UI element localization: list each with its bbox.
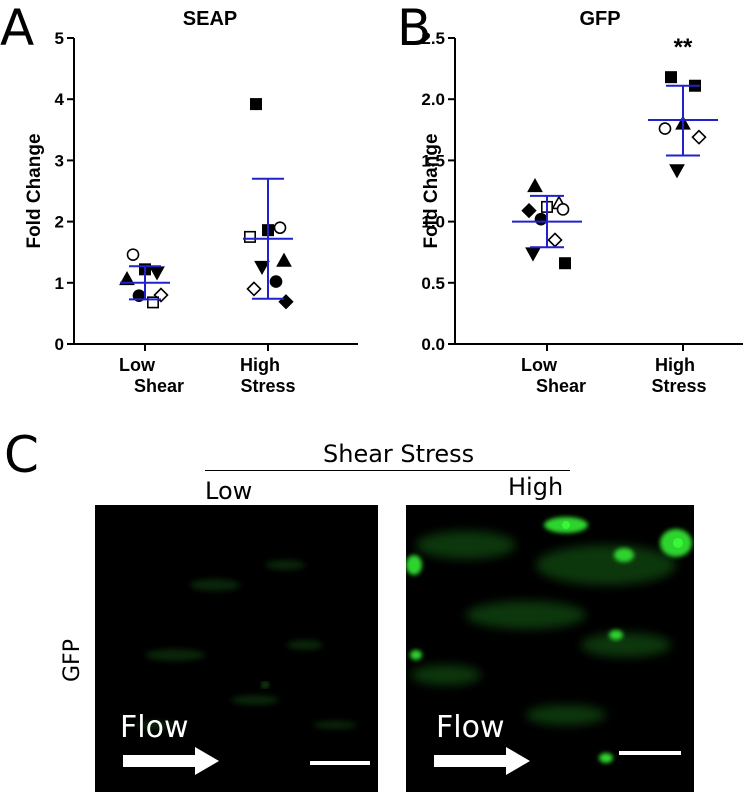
shear-stress-header: Shear Stress <box>323 440 475 468</box>
y-tick-label: 3 <box>55 151 64 170</box>
panel-letter-c: C <box>4 426 39 484</box>
y-tick-label: 0 <box>55 335 64 354</box>
y-tick-label: 2.0 <box>421 90 445 109</box>
micrograph-low-shear: Flow <box>95 505 378 792</box>
data-point <box>149 266 165 281</box>
micrograph-high-shear: Flow <box>406 505 694 792</box>
data-point <box>126 248 140 261</box>
header-divider <box>205 470 570 471</box>
data-point <box>278 294 294 310</box>
x-tick-label: High <box>655 355 695 375</box>
data-point <box>276 252 292 267</box>
data-point <box>691 129 707 145</box>
panel-letter-a: A <box>0 0 35 57</box>
data-point <box>269 275 283 288</box>
micrograph-low-image <box>123 560 370 775</box>
gfp-row-label: GFP <box>60 639 85 682</box>
series-0 <box>119 248 170 309</box>
flow-arrow-icon <box>434 747 530 775</box>
y-tick-label: 0.5 <box>421 274 445 293</box>
data-point <box>521 202 537 219</box>
scale-bar <box>310 761 370 765</box>
flow-label-low: Flow <box>120 710 189 745</box>
data-point <box>147 296 160 309</box>
data-point <box>547 232 563 248</box>
data-point <box>527 177 543 193</box>
y-axis-label: Fold Change <box>24 133 45 248</box>
data-point <box>556 203 570 216</box>
flow-arrow-icon <box>123 747 219 775</box>
series-0 <box>512 177 582 270</box>
y-tick-label: 1 <box>55 274 64 293</box>
low-condition-label: Low <box>205 477 253 505</box>
x-tick-label: High <box>240 355 280 375</box>
chart-title: SEAP <box>183 8 237 30</box>
y-tick-label: 4 <box>55 90 65 109</box>
y-tick-label: 1.5 <box>421 151 445 170</box>
x-tick-label: Shear <box>536 376 586 396</box>
flow-label-high: Flow <box>436 710 505 745</box>
x-tick-label: Stress <box>240 376 295 396</box>
gfp-chart: GFP Fold Change 0.0 0.5 1.0 1.5 2.0 2.5 LowShear… <box>421 8 743 396</box>
data-point <box>244 230 257 243</box>
data-point <box>250 98 263 111</box>
series-1 <box>648 71 718 179</box>
y-tick-label: 1.0 <box>421 213 445 232</box>
high-condition-label: High <box>508 473 564 501</box>
data-point <box>534 212 548 226</box>
scale-bar <box>619 751 681 755</box>
data-point <box>246 281 262 297</box>
data-point <box>254 260 270 276</box>
series-1 <box>243 98 294 310</box>
data-point <box>525 247 541 262</box>
x-tick-label: Low <box>119 355 156 375</box>
micrograph-high-image <box>406 517 692 775</box>
data-point <box>664 71 677 84</box>
x-tick-label: Stress <box>651 376 706 396</box>
data-point <box>273 221 287 235</box>
significance-annotation: ** <box>674 34 693 61</box>
x-tick-label: Shear <box>134 376 184 396</box>
y-tick-label: 2.5 <box>421 29 445 48</box>
panel-letter-b: B <box>397 0 432 57</box>
data-point <box>119 270 135 286</box>
x-tick-label: Low <box>521 355 558 375</box>
y-tick-label: 2 <box>55 213 64 232</box>
y-tick-label: 5 <box>55 29 64 48</box>
data-point <box>658 122 672 135</box>
data-point <box>669 164 685 179</box>
data-point <box>559 257 572 270</box>
y-tick-label: 0.0 <box>421 335 445 354</box>
y-axis-label: Fold Change <box>421 133 442 248</box>
chart-title: GFP <box>579 8 620 30</box>
